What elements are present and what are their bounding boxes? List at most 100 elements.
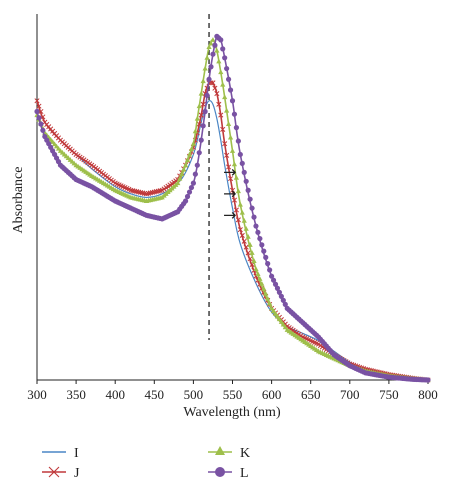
series-point	[38, 121, 44, 127]
series-point	[247, 196, 253, 202]
series-point	[200, 78, 206, 84]
series-point	[200, 101, 206, 107]
series-point	[190, 180, 196, 186]
series-point	[216, 58, 222, 64]
series-point	[220, 126, 226, 132]
series-point	[225, 121, 232, 127]
series-point	[249, 205, 255, 211]
series-point	[186, 151, 193, 157]
series-point	[204, 92, 210, 98]
series-point	[38, 108, 44, 115]
y-axis-label: Absorbance	[11, 167, 26, 234]
series-point	[177, 175, 183, 181]
series-point	[251, 214, 257, 220]
legend-label: K	[240, 446, 250, 461]
series-point	[192, 171, 198, 177]
series-point	[241, 217, 247, 223]
series-point	[222, 94, 228, 100]
series-point	[218, 112, 224, 118]
series-point	[36, 115, 42, 121]
series-point	[227, 87, 234, 93]
series-point	[278, 319, 284, 324]
x-tick-label: 550	[223, 387, 243, 402]
series-point	[210, 37, 216, 42]
series-point	[247, 242, 253, 247]
series-point	[265, 295, 271, 301]
series-point	[251, 258, 257, 263]
series-point	[190, 140, 196, 146]
series-point	[184, 157, 191, 162]
series-point	[235, 138, 241, 144]
annotation-arrows: → → →	[223, 162, 236, 224]
series-point	[224, 107, 230, 113]
series-point	[214, 91, 220, 97]
series-point	[216, 101, 222, 107]
series-point	[227, 134, 234, 140]
shift-arrow: →	[223, 184, 236, 203]
series-point	[263, 290, 269, 296]
series-point	[222, 55, 228, 61]
series-point	[184, 193, 191, 200]
series-point	[269, 305, 275, 311]
series-point	[270, 277, 277, 283]
series-point	[222, 141, 228, 147]
series-point	[198, 112, 204, 118]
series-point	[269, 273, 275, 279]
series-point	[192, 128, 198, 134]
series-point	[194, 162, 200, 168]
x-tick-label: 750	[379, 387, 399, 402]
series-point	[212, 42, 218, 48]
series-point	[34, 108, 40, 115]
series-point	[188, 184, 195, 191]
series-I	[36, 100, 429, 381]
axes: 300 350 400 450 500 550 600 650 700 750 800	[27, 14, 438, 402]
series-point	[231, 197, 238, 203]
x-tick-label: 800	[418, 387, 438, 402]
legend-marker	[215, 446, 225, 455]
series-point	[280, 297, 286, 303]
legend-marker	[48, 466, 60, 478]
series-point	[272, 281, 279, 287]
series-point	[210, 80, 216, 86]
series-line	[36, 80, 429, 381]
series-point	[210, 51, 216, 57]
series-J	[34, 80, 431, 383]
series-point	[245, 187, 251, 193]
series-point	[239, 160, 245, 167]
series-point	[212, 85, 218, 91]
legend-item-J: J	[42, 466, 80, 481]
x-tick-label: 300	[27, 387, 47, 402]
series-line	[36, 100, 429, 381]
series-point	[218, 37, 224, 43]
legend-label: J	[74, 466, 80, 481]
series-layer	[34, 33, 431, 383]
series-point	[270, 308, 277, 314]
series-point	[261, 285, 267, 291]
legend-item-K: K	[208, 446, 250, 461]
legend-item-I: I	[42, 446, 79, 461]
series-point	[224, 65, 230, 72]
series-point	[276, 316, 283, 322]
series-point	[227, 176, 234, 182]
series-point	[241, 238, 247, 244]
series-point	[179, 171, 185, 177]
series-point	[206, 44, 212, 50]
legend-label: L	[240, 466, 249, 481]
series-point	[274, 313, 281, 319]
series-point	[34, 98, 40, 104]
series-point	[253, 223, 259, 229]
series-point	[186, 189, 193, 195]
series-point	[175, 180, 181, 186]
series-point	[259, 242, 265, 248]
series-point	[282, 324, 288, 330]
series-point	[224, 152, 230, 158]
series-point	[261, 248, 267, 254]
series-point	[198, 90, 204, 96]
series-point	[220, 81, 226, 87]
x-tick-label: 600	[262, 387, 282, 402]
x-tick-label: 650	[301, 387, 321, 402]
series-point	[233, 174, 240, 180]
x-tick-label: 700	[340, 387, 360, 402]
series-point	[198, 137, 204, 143]
